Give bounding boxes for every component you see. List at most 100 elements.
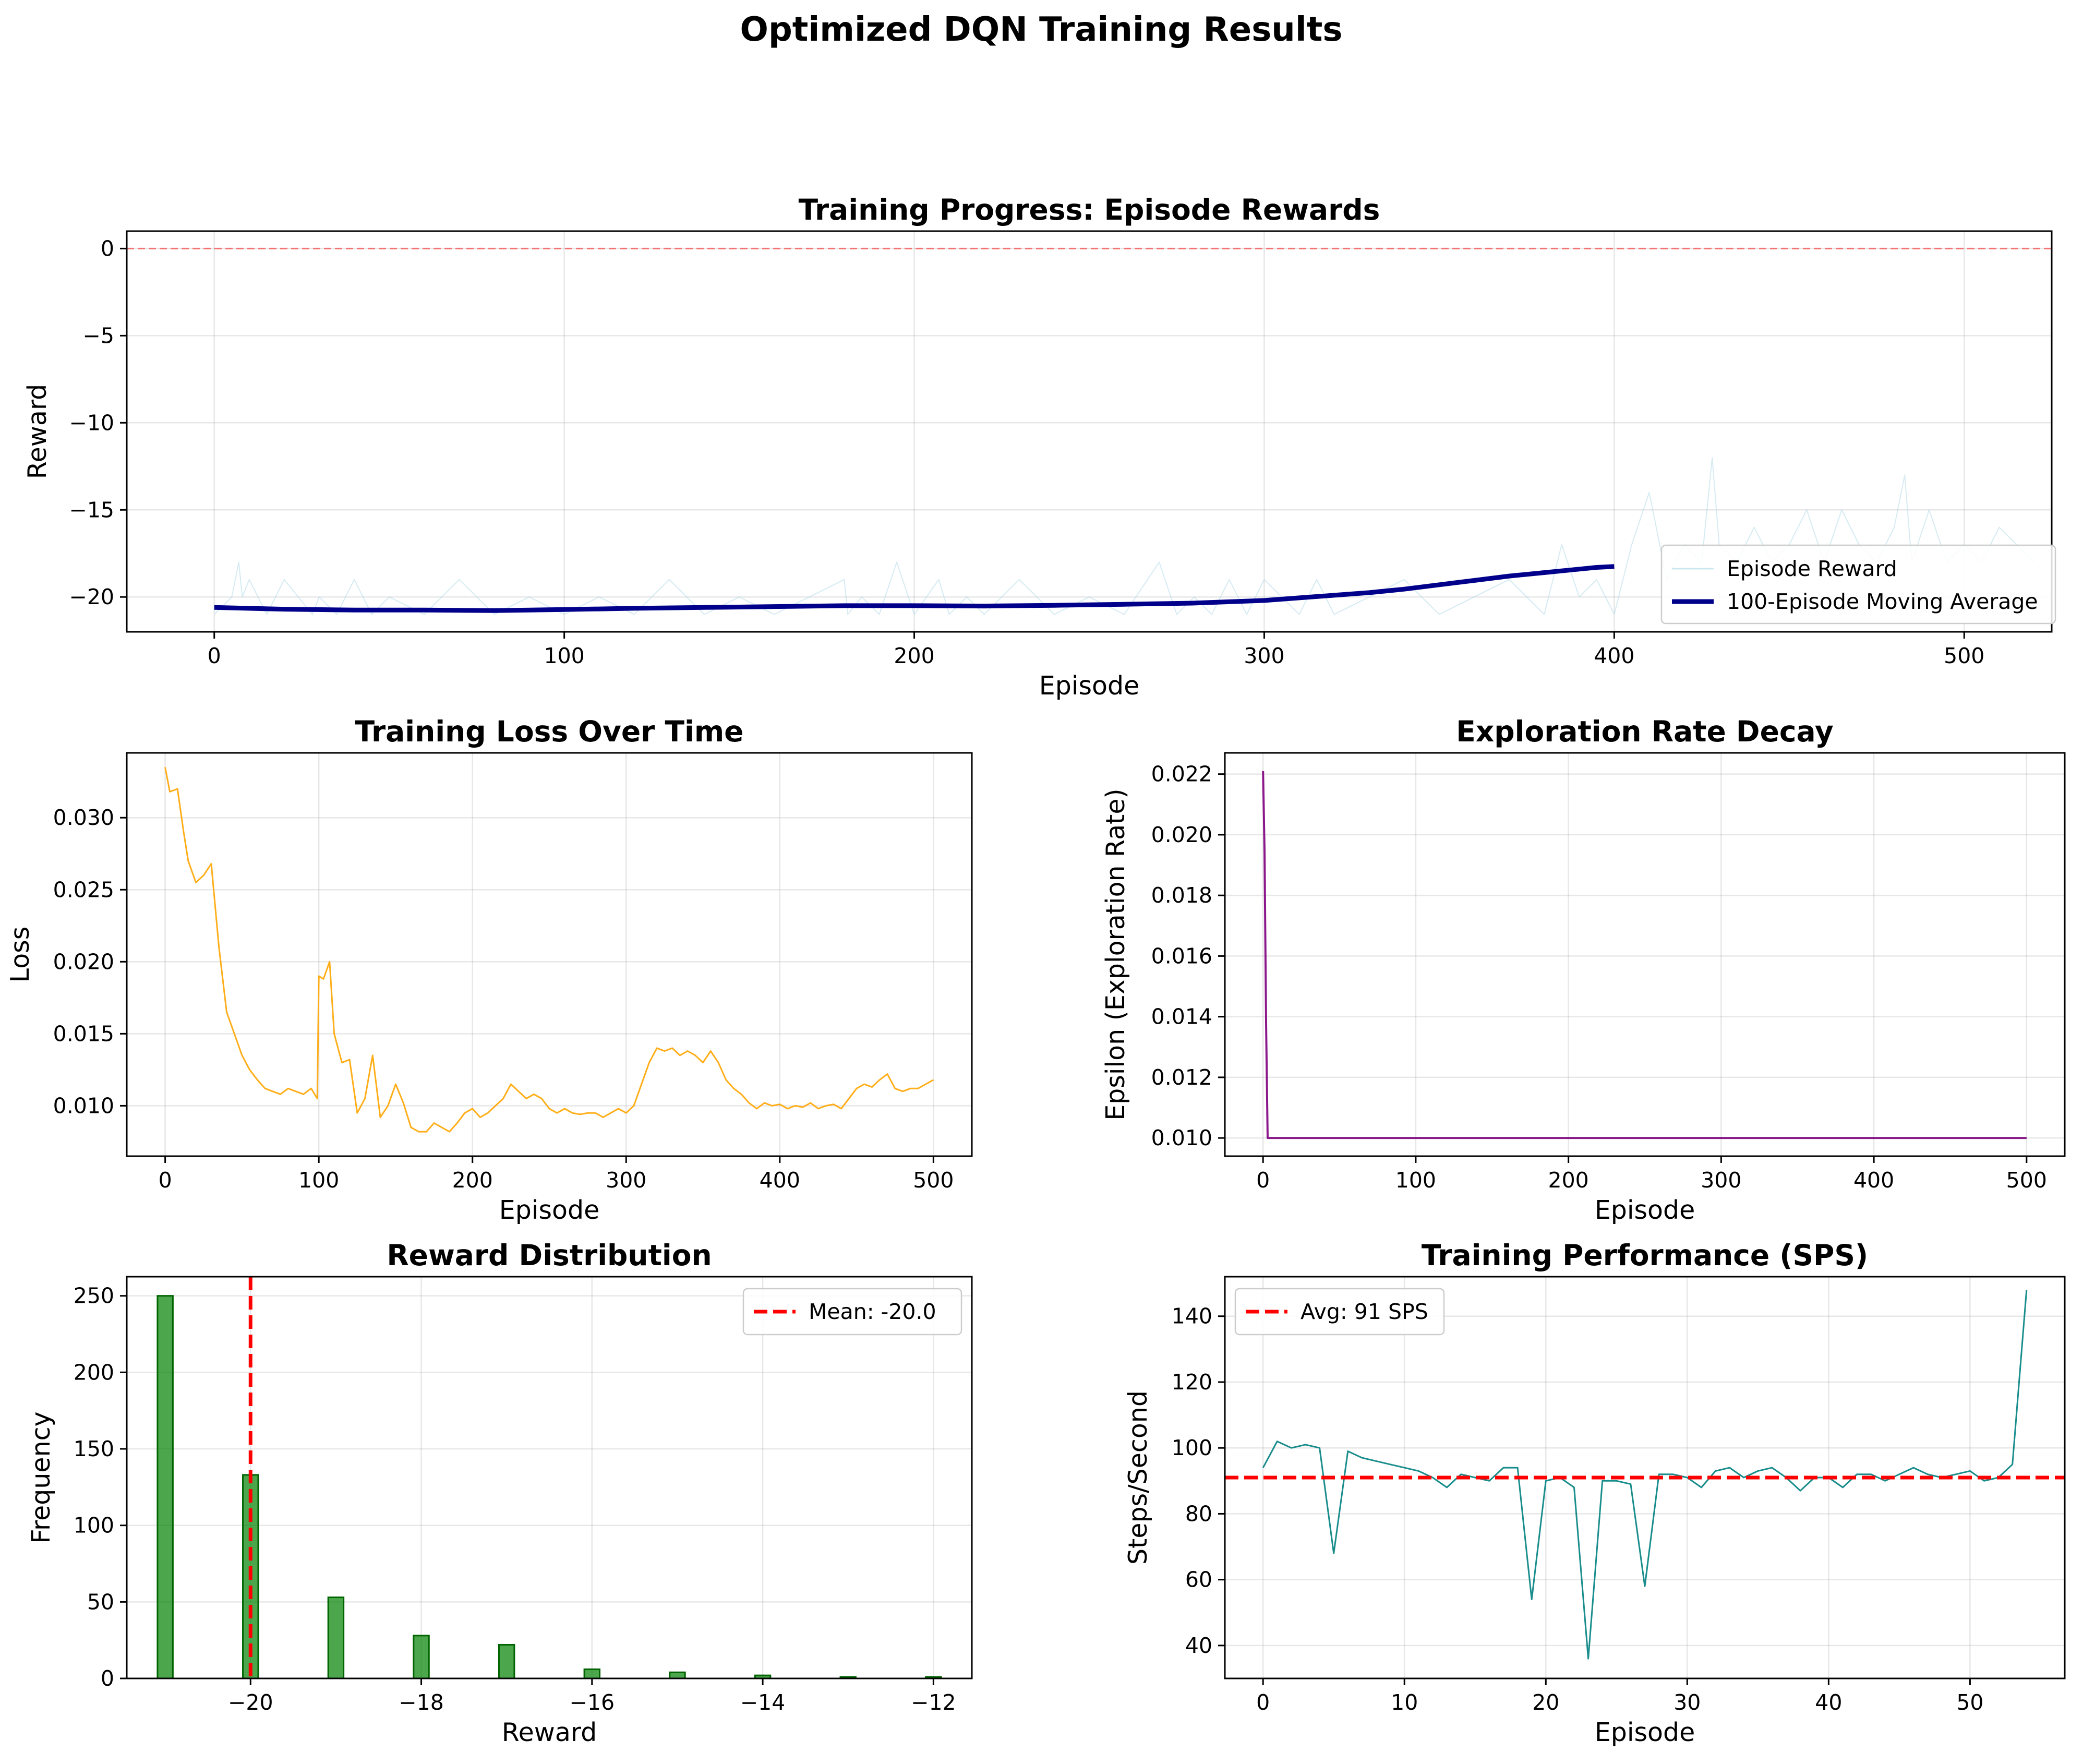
plot-area [164,767,934,1133]
panel-title: Exploration Rate Decay [1456,715,1834,748]
plot-area [127,247,2052,615]
histogram-bar [583,1668,601,1678]
x-tick-label: −20 [228,1690,273,1715]
x-tick-label: 400 [1594,643,1634,668]
x-tick-label: 200 [894,643,934,668]
histogram-bar [156,1295,174,1678]
x-tick-label: 10 [1391,1690,1418,1715]
x-tick-label: −18 [399,1690,444,1715]
x-tick-label: 100 [544,643,585,668]
x-tick-label: 200 [452,1168,493,1193]
histogram-bar [413,1635,430,1678]
panel-rewards: 0 100 200 300 400 500 0 −5 −10 −15 −20 Training Pro… [22,193,2056,701]
y-tick-label: 50 [87,1589,114,1614]
axes-frame [1224,752,2066,1157]
x-axis-label: Episode [499,1195,599,1225]
legend-box [1660,544,2056,625]
y-tick-label: 0 [101,236,114,261]
y-tick-label: 250 [74,1283,114,1309]
x-tick-label: 400 [760,1168,800,1193]
legend-label: Mean: -20.0 [809,1299,936,1324]
y-axis-label: Loss [5,927,35,982]
y-axis-label: Steps/Second [1123,1390,1153,1565]
y-tick-label: 0.012 [1151,1065,1212,1090]
axes-frame [126,230,2053,633]
y-tick-label: 200 [74,1360,114,1385]
y-tick-label: 140 [1172,1304,1212,1329]
y-tick-label: 0.014 [1151,1004,1212,1029]
x-axis-label: Episode [1039,671,1139,701]
x-tick-label: 500 [1944,643,1984,668]
x-tick-label: 30 [1673,1690,1701,1715]
y-axis-label: Frequency [26,1411,56,1543]
x-axis-label: Episode [1595,1195,1695,1225]
histogram-bar [327,1597,345,1678]
x-tick-label: 0 [208,643,221,668]
x-tick-label: 50 [1956,1690,1983,1715]
series-line [164,767,934,1133]
x-tick-label: 20 [1532,1690,1559,1715]
y-tick-label: 0.020 [53,949,114,974]
legend-label: Avg: 91 SPS [1301,1299,1428,1324]
x-tick-label: −14 [740,1690,786,1715]
x-tick-label: 300 [1701,1168,1741,1193]
x-tick-label: 500 [2006,1168,2047,1193]
y-tick-label: 150 [74,1436,114,1461]
y-tick-label: 80 [1185,1501,1212,1526]
series-line [1262,771,2027,1139]
series-line [1262,1290,2028,1660]
y-tick-label: −20 [69,584,114,609]
panel-title: Training Loss Over Time [355,715,744,748]
plot-area [156,1277,942,1678]
histogram-bar [498,1643,515,1678]
panel-distribution: −20 −18 −16 −14 −12 0 50 100 150 200 250 Reward Dis… [26,1239,973,1747]
y-axis-label: Reward [22,384,52,479]
y-tick-label: 0.015 [53,1021,114,1046]
panel-title: Training Progress: Episode Rewards [799,193,1380,226]
y-tick-label: 100 [1172,1435,1212,1460]
y-tick-label: 0 [101,1666,114,1691]
y-tick-label: −15 [69,497,114,522]
panel-loss: 0 100 200 300 400 500 0.010 0.015 0.020 0.025 0.03… [5,715,973,1225]
plot-area [1262,771,2027,1139]
x-tick-label: 0 [1256,1690,1270,1715]
x-tick-label: 0 [159,1168,172,1193]
plot-area [1225,1290,2065,1660]
x-tick-label: 100 [298,1168,339,1193]
legend-label: Episode Reward [1727,556,1897,581]
x-tick-label: −12 [911,1690,956,1715]
y-tick-label: 0.022 [1151,762,1212,787]
x-tick-label: 40 [1815,1690,1842,1715]
histogram-bar [669,1671,686,1678]
legend-label: 100-Episode Moving Average [1727,589,2038,614]
x-axis-label: Episode [1595,1718,1695,1747]
axes-frame [126,1276,973,1679]
x-tick-label: 0 [1256,1168,1270,1193]
x-tick-label: 500 [913,1168,954,1193]
y-tick-label: 40 [1185,1633,1212,1658]
y-axis-label: Epsilon (Exploration Rate) [1101,788,1130,1120]
x-tick-label: 300 [606,1168,646,1193]
axes-frame [126,752,973,1157]
x-axis-label: Reward [502,1718,597,1747]
y-tick-label: 0.010 [1151,1125,1212,1150]
y-tick-label: 100 [74,1513,114,1538]
x-tick-label: −16 [570,1690,615,1715]
legend-box [1234,1288,1445,1336]
y-tick-label: 60 [1185,1567,1212,1592]
y-tick-label: 120 [1172,1370,1212,1395]
y-tick-label: 0.018 [1151,883,1212,908]
y-tick-label: −10 [69,410,114,435]
x-tick-label: 400 [1853,1168,1894,1193]
y-tick-label: 0.010 [53,1093,114,1118]
legend-box [742,1288,962,1336]
y-tick-label: 0.025 [53,877,114,902]
y-tick-label: 0.030 [53,805,114,830]
y-tick-label: −5 [83,323,114,348]
panel-title: Reward Distribution [387,1239,712,1272]
series-line [214,564,1615,613]
x-tick-label: 300 [1244,643,1284,668]
panel-sps: 0 10 20 30 40 50 40 60 80 100 120 140 Training Perfo… [1123,1239,2066,1747]
y-tick-label: 0.016 [1151,943,1212,968]
